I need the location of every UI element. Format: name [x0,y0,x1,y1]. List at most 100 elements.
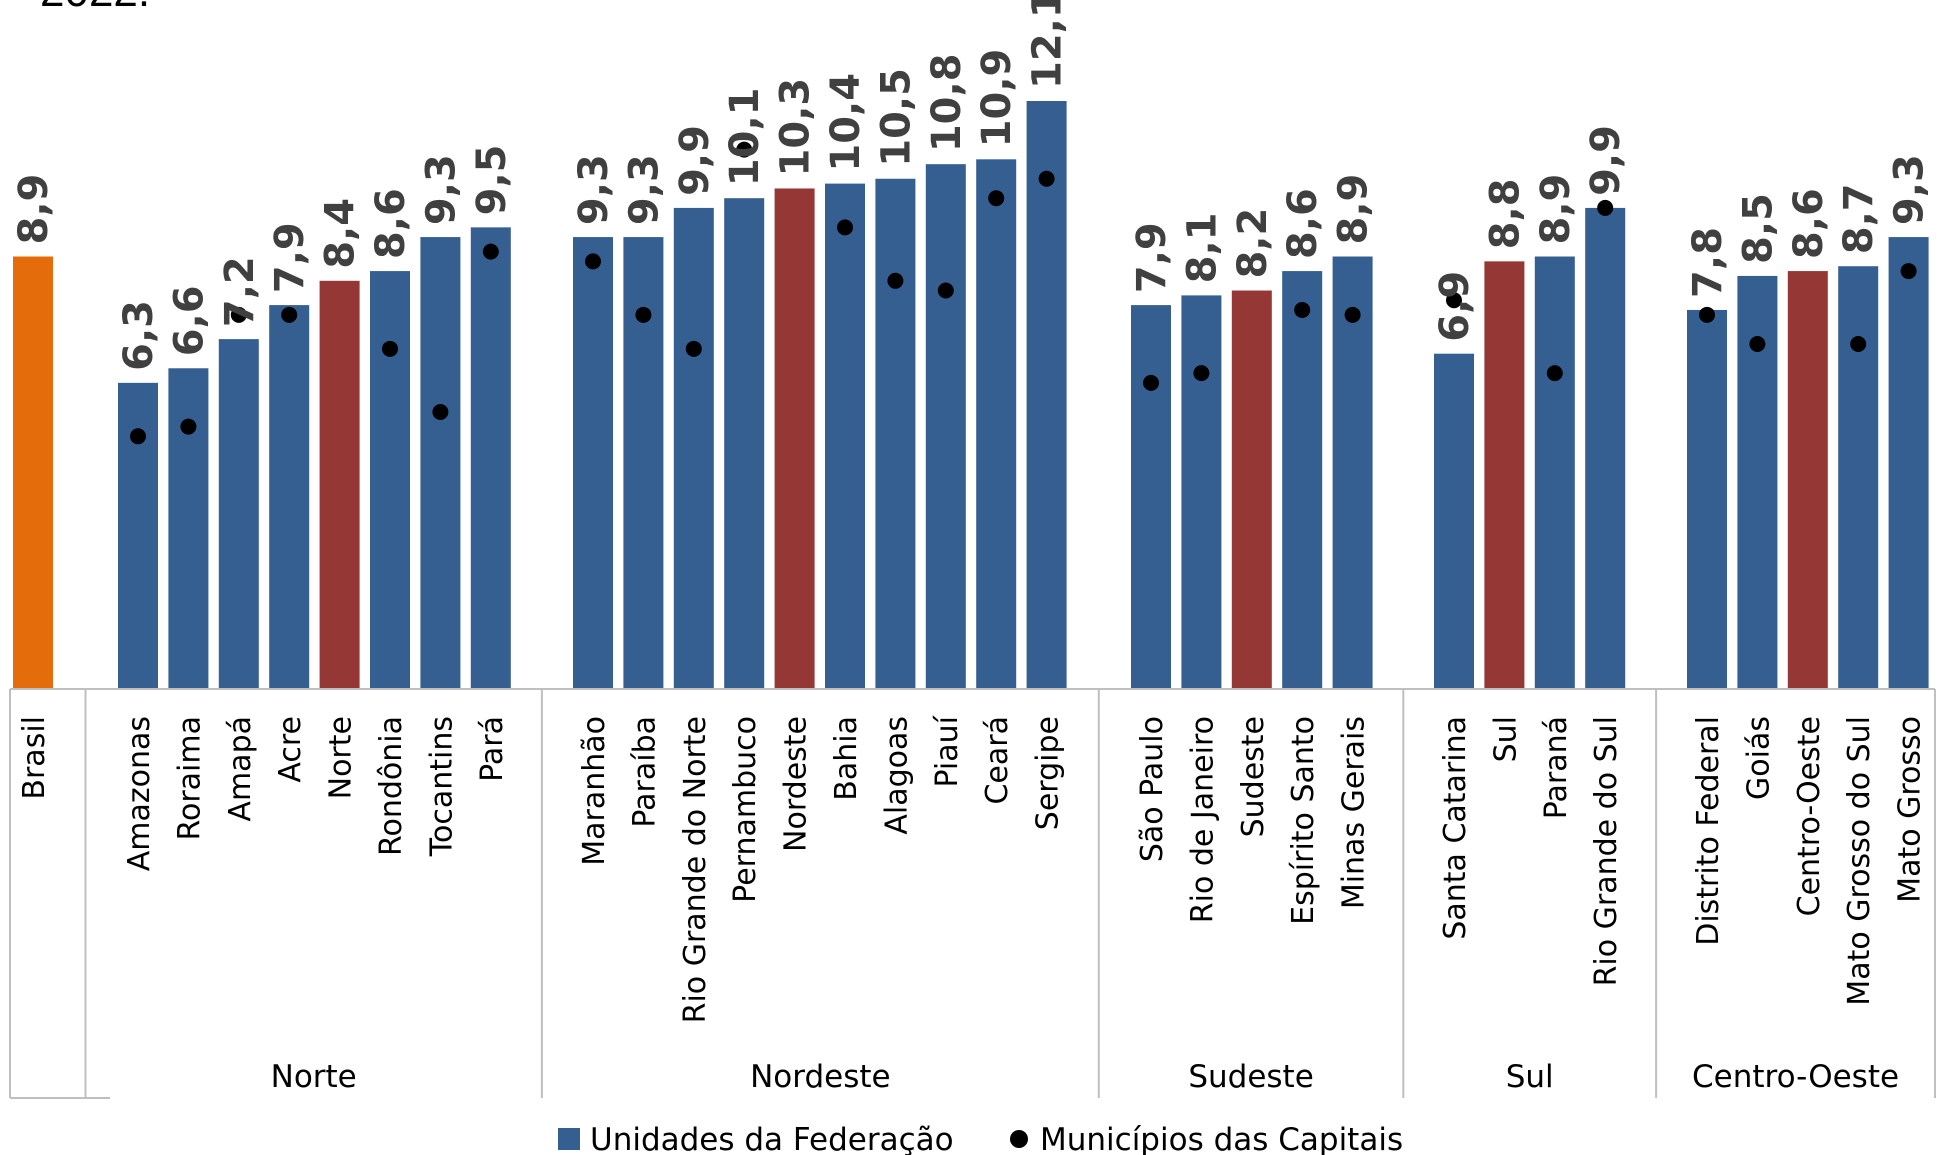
bar-mato-grosso [1888,237,1929,690]
category-label: São Paulo [1135,716,1170,862]
legend: Unidades da Federação Municípios das Capi… [558,1122,1403,1155]
category-label: Pará [475,716,510,782]
bar-alagoas [875,178,916,689]
capital-point [988,190,1005,207]
category-label: Rondônia [374,716,409,856]
capital-point [180,418,197,435]
capital-point [1749,335,1766,352]
capital-point [1193,365,1210,382]
capital-point [230,306,247,323]
bar-mato-grosso-do-sul [1838,266,1879,689]
category-label: Mato Grosso do Sul [1842,716,1877,1006]
chart-title-fragment: 2022. [40,0,150,16]
capital-point [887,272,904,289]
value-label: 8,9 [11,174,57,245]
category-label: Goiás [1741,716,1776,800]
capital-point [1344,306,1361,323]
capital-point [635,306,652,323]
bar-amap- [218,339,259,689]
capital-point [585,253,601,270]
capital-point [1597,199,1614,216]
bar-paran- [1534,256,1575,689]
capital-point [130,428,146,445]
category-label: Tocantins [424,716,459,857]
category-label: Amazonas [122,716,157,871]
bar-maranh-o [573,237,613,690]
bar-s-o-paulo [1131,305,1171,689]
category-label: Minas Gerais [1337,716,1372,909]
category-label: Espírito Santo [1286,716,1321,925]
bar-centro-oeste [1787,271,1828,689]
value-label: 7,8 [1685,227,1731,298]
category-label: Mato Grosso [1893,716,1928,903]
value-label: 10,3 [773,78,819,177]
bar-para-ba [623,237,664,690]
bar-roraima [168,368,209,689]
capital-point [482,243,499,260]
value-label: 9,3 [571,154,617,225]
value-label: 9,3 [418,154,464,225]
category-label: Paraná [1539,716,1574,819]
capital-point [432,404,449,421]
value-label: 9,3 [621,154,667,225]
value-label: 6,3 [116,300,162,371]
legend-dot-icon [1010,1130,1028,1148]
bar-rond-nia [370,271,410,689]
capital-point [281,306,298,323]
value-label: 9,9 [1583,125,1629,196]
value-label: 8,9 [1533,174,1579,245]
capital-point [685,340,702,357]
category-label: Rio Grande do Norte [678,716,713,1023]
value-label: 8,4 [318,198,364,269]
category-label: Rio de Janeiro [1185,716,1220,923]
value-label: 10,5 [873,68,919,167]
category-label: Bahia [829,716,864,801]
bar-brasil [13,256,53,689]
group-label: Norte [271,1059,357,1095]
capital-point [1038,170,1055,187]
category-label: Santa Catarina [1438,716,1473,940]
value-label: 6,6 [166,285,212,356]
bar-acre [269,305,310,689]
bar-sudeste [1231,290,1272,689]
category-axis [9,688,1936,1099]
bar-distrito-federal [1687,309,1727,689]
capital-point [837,219,853,236]
bar-piau- [925,164,966,689]
category-label: Centro-Oeste [1792,716,1827,916]
capital-point [937,282,954,299]
value-label: 8,2 [1230,208,1276,279]
capital-point [736,141,753,158]
value-label: 7,9 [267,222,313,293]
category-label: Paraíba [627,716,662,828]
bar-bahia [825,183,865,689]
category-label: Norte [324,716,359,799]
category-label: Acre [273,716,308,783]
category-label: Brasil [17,716,52,800]
bar-norte [319,280,360,689]
bar-nordeste [774,188,815,689]
group-label: Centro-Oeste [1692,1059,1899,1095]
bar-rio-grande-do-norte [673,207,714,689]
legend-label: Municípios das Capitais [1040,1122,1403,1155]
legend-square-icon [558,1128,580,1150]
capital-points [130,141,1917,445]
category-label: Roraima [172,716,207,841]
value-label: 10,9 [974,49,1020,148]
value-label: 12,1 [1025,0,1071,89]
category-label: Pernambuco [728,716,763,903]
bar-tocantins [420,237,461,690]
capital-point [1546,365,1563,382]
category-label: Distrito Federal [1691,716,1726,946]
group-labels: Norte Nordeste Sudeste Sul Centro-Oeste [271,1059,1899,1095]
bar-sul [1484,261,1525,689]
bar-cear- [976,159,1017,689]
value-label: 10,8 [924,53,970,152]
value-labels: 8,96,3 6,6 7,2 7,9 8,4 8,6 9,3 9,5 9,3 9,3 9,9 10,1… [11,0,1933,371]
value-label: 8,7 [1836,183,1882,254]
category-label: Sergipe [1031,716,1066,830]
group-label: Nordeste [750,1059,890,1095]
category-label: Rio Grande do Sul [1589,716,1624,986]
category-label: Ceará [980,716,1015,805]
group-label: Sudeste [1188,1059,1313,1095]
